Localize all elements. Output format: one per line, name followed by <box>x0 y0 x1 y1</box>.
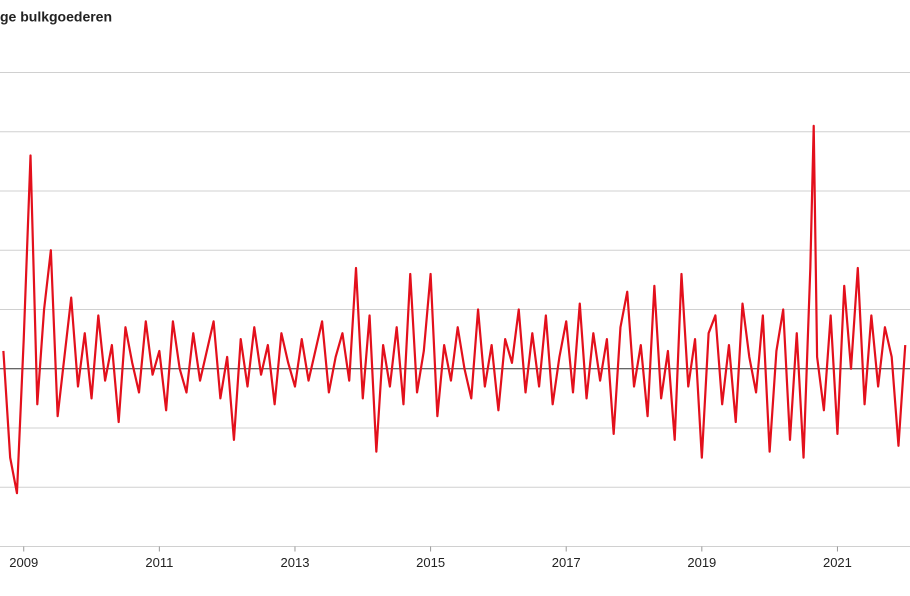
x-tick-label: 2017 <box>552 555 581 570</box>
x-tick-label: 2015 <box>416 555 445 570</box>
x-tick-label: 2013 <box>281 555 310 570</box>
chart-title: ge bulkgoederen <box>0 9 112 25</box>
data-line <box>2 124 907 495</box>
x-tick-label: 2011 <box>145 555 173 570</box>
x-tick-label: 2019 <box>687 555 716 570</box>
x-tick-label: 2009 <box>9 555 38 570</box>
x-tick-label: 2021 <box>823 555 852 570</box>
